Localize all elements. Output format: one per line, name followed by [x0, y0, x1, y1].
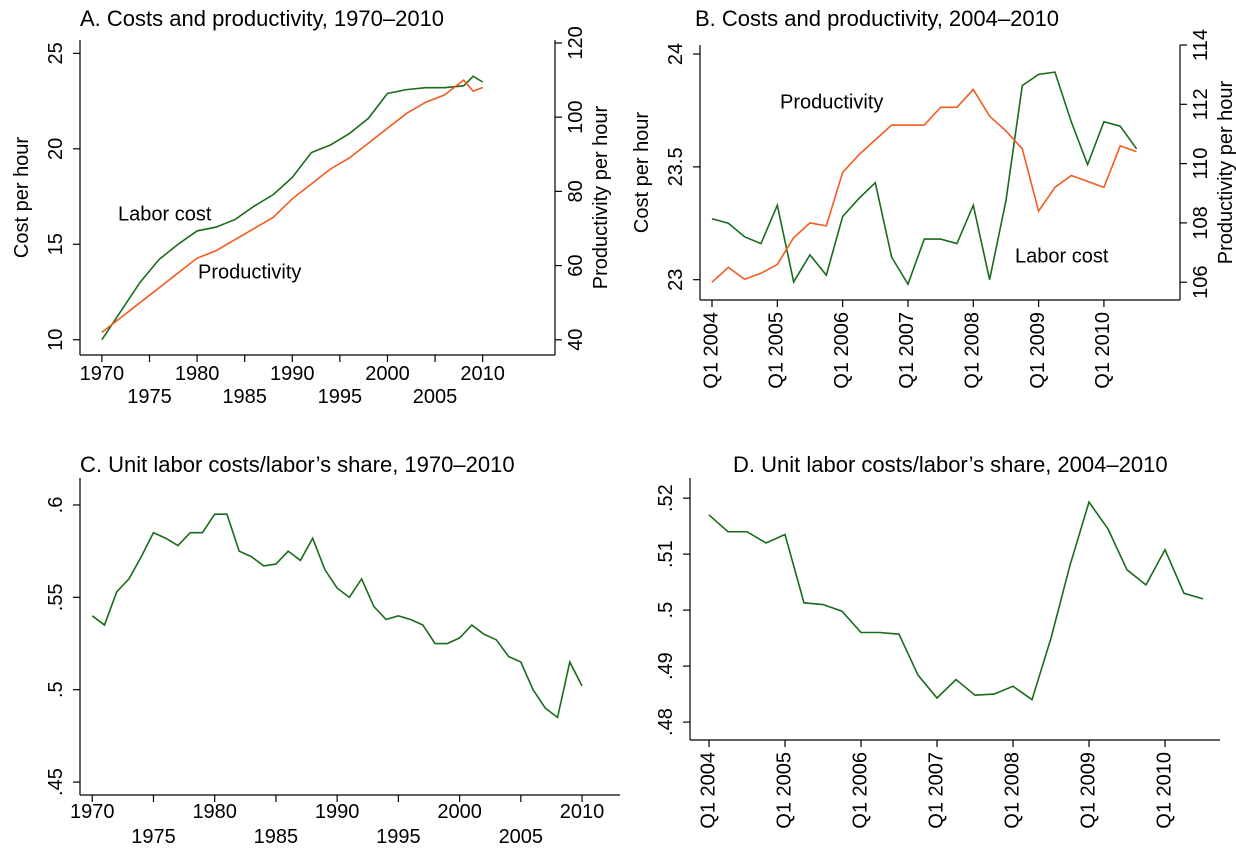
x-tick-label: Q1 2006: [831, 312, 853, 389]
y2-axis-title: Productivity per hour: [590, 105, 612, 289]
x-tick-label: 1980: [192, 801, 237, 823]
y-tick-label: .5: [655, 602, 677, 619]
series-label: Productivity: [780, 91, 883, 113]
x-tick-label: 2010: [560, 801, 605, 823]
y-tick-label: .6: [45, 497, 67, 514]
chart-title: D. Unit labor costs/labor’s share, 2004–…: [733, 452, 1168, 477]
series-label: Productivity: [198, 261, 301, 283]
x-tick-label: 2005: [499, 826, 544, 848]
series-label: Labor cost: [1015, 245, 1109, 267]
series-line: [711, 71, 1138, 287]
chart-title: A. Costs and productivity, 1970–2010: [80, 6, 444, 31]
x-tick-label: Q1 2005: [773, 752, 795, 829]
x-tick-label: 2005: [413, 386, 458, 408]
x-tick-label: Q1 2008: [962, 312, 984, 389]
y2-tick-label: 100: [565, 100, 587, 133]
x-tick-label: 2000: [437, 801, 482, 823]
series-line: [101, 78, 483, 334]
y-tick-label: 24: [665, 43, 687, 65]
y-tick-label: 25: [45, 42, 67, 64]
x-tick-label: 1970: [80, 363, 125, 385]
y2-tick-label: 80: [565, 180, 587, 202]
y2-tick-label: 40: [565, 329, 587, 351]
y-tick-label: .49: [655, 652, 677, 680]
x-tick-label: 1995: [376, 826, 421, 848]
y-tick-label: 15: [45, 233, 67, 255]
x-tick-label: 1975: [131, 826, 176, 848]
y2-tick-label: 114: [1190, 29, 1212, 61]
series-line: [708, 500, 1204, 701]
y-tick-label: .45: [45, 768, 67, 796]
y-axis-title: Cost per hour: [631, 112, 653, 234]
y-tick-label: 23.5: [665, 147, 687, 186]
y-tick-label: .51: [655, 540, 677, 568]
x-tick-label: Q1 2004: [700, 312, 722, 389]
x-tick-label: Q1 2006: [849, 752, 871, 829]
y-tick-label: .52: [655, 484, 677, 512]
series-line: [101, 75, 484, 341]
y2-axis-title: Productivity per hour: [1215, 80, 1236, 264]
x-tick-label: 1975: [127, 386, 172, 408]
x-tick-label: 1970: [70, 801, 115, 823]
y-tick-label: 20: [45, 138, 67, 160]
y2-tick-label: 60: [565, 254, 587, 276]
y-tick-label: 23: [665, 269, 687, 291]
x-tick-label: Q1 2004: [697, 752, 719, 829]
x-tick-label: Q1 2007: [896, 312, 918, 389]
y-tick-label: .5: [45, 681, 67, 698]
x-tick-label: 1980: [175, 363, 220, 385]
y-tick-label: .55: [45, 583, 67, 611]
x-tick-label: 1990: [270, 363, 315, 385]
x-tick-label: 1990: [315, 801, 360, 823]
chart-title: B. Costs and productivity, 2004–2010: [695, 6, 1059, 31]
y2-tick-label: 106: [1190, 266, 1212, 299]
x-tick-label: Q1 2008: [1001, 752, 1023, 829]
series-line: [91, 513, 583, 719]
y2-tick-label: 112: [1190, 88, 1212, 120]
y-tick-label: 10: [45, 329, 67, 351]
y2-tick-label: 120: [565, 26, 587, 59]
y2-tick-label: 110: [1190, 148, 1212, 180]
x-tick-label: Q1 2005: [766, 312, 788, 389]
series-line: [711, 88, 1137, 283]
x-tick-label: 1985: [222, 386, 267, 408]
x-tick-label: 2000: [365, 363, 410, 385]
x-tick-label: Q1 2007: [925, 752, 947, 829]
x-tick-label: Q1 2009: [1077, 752, 1099, 829]
x-tick-label: Q1 2010: [1092, 312, 1114, 389]
chart-title: C. Unit labor costs/labor’s share, 1970–…: [80, 452, 515, 477]
y-axis-title: Cost per hour: [11, 137, 33, 259]
y-tick-label: .48: [655, 708, 677, 736]
y2-tick-label: 108: [1190, 206, 1212, 239]
x-tick-label: Q1 2009: [1027, 312, 1049, 389]
x-tick-label: 2010: [460, 363, 505, 385]
x-tick-label: 1995: [318, 386, 363, 408]
x-tick-label: 1985: [254, 826, 299, 848]
series-label: Labor cost: [118, 203, 212, 225]
x-tick-label: Q1 2010: [1153, 752, 1175, 829]
